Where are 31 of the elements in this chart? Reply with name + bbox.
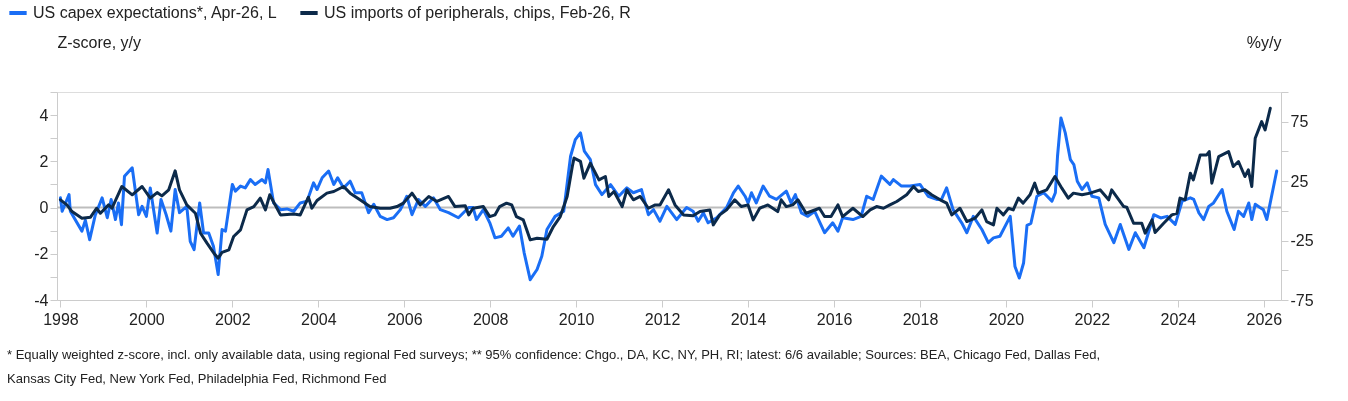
y-tick-label: -2 (34, 245, 49, 263)
x-tick-label: 2022 (1074, 310, 1111, 328)
x-tick-label: 2020 (988, 310, 1025, 328)
x-tick-label: 2018 (902, 310, 939, 328)
x-tick-label: 2008 (472, 310, 509, 328)
x-tick-label: 2014 (730, 310, 767, 328)
y-tick-label: 0 (39, 199, 49, 217)
x-tick-label: 2000 (129, 310, 165, 328)
y-tick-label: 2 (39, 152, 49, 170)
legend-label: US capex expectations*, Apr-26, L (33, 4, 277, 21)
x-tick-label: 1998 (43, 310, 79, 328)
x-tick-label: 2004 (301, 310, 337, 328)
line-series (58, 116, 1279, 282)
y2-tick-label: -25 (1290, 232, 1314, 250)
x-tick-label: 2010 (558, 310, 595, 328)
y2-axis-title: %y/y (1246, 33, 1282, 51)
y-tick-label: 4 (39, 106, 49, 124)
x-tick-label: 2012 (644, 310, 681, 328)
y-axis-title: Z-score, y/y (57, 33, 142, 51)
x-tick-label: 2006 (386, 310, 423, 328)
x-tick-label: 2024 (1160, 310, 1197, 328)
y2-tick-label: -75 (1290, 291, 1314, 309)
y-tick-label: -4 (34, 291, 49, 309)
x-tick-label: 2002 (215, 310, 251, 328)
x-tick-label: 2016 (816, 310, 853, 328)
x-tick-label: 2026 (1246, 310, 1283, 328)
legend-label: US imports of peripherals, chips, Feb-26, R (324, 4, 631, 21)
y2-tick-label: 75 (1290, 113, 1309, 131)
line-series (58, 106, 1272, 260)
text: * Equally weighted z-score, incl. only available data, using regional Fed surveys; ** 95% confidence: Chgo., DA, KC, NY, PH, RI; latest: 6/6 available; Sources: BEA, Chicago Fed, Dallas Fed, Kansas City Fed, New York Fed, Philadelphia Fed, Richmond Fed (7, 347, 1101, 386)
y2-tick-label: 25 (1290, 172, 1309, 190)
